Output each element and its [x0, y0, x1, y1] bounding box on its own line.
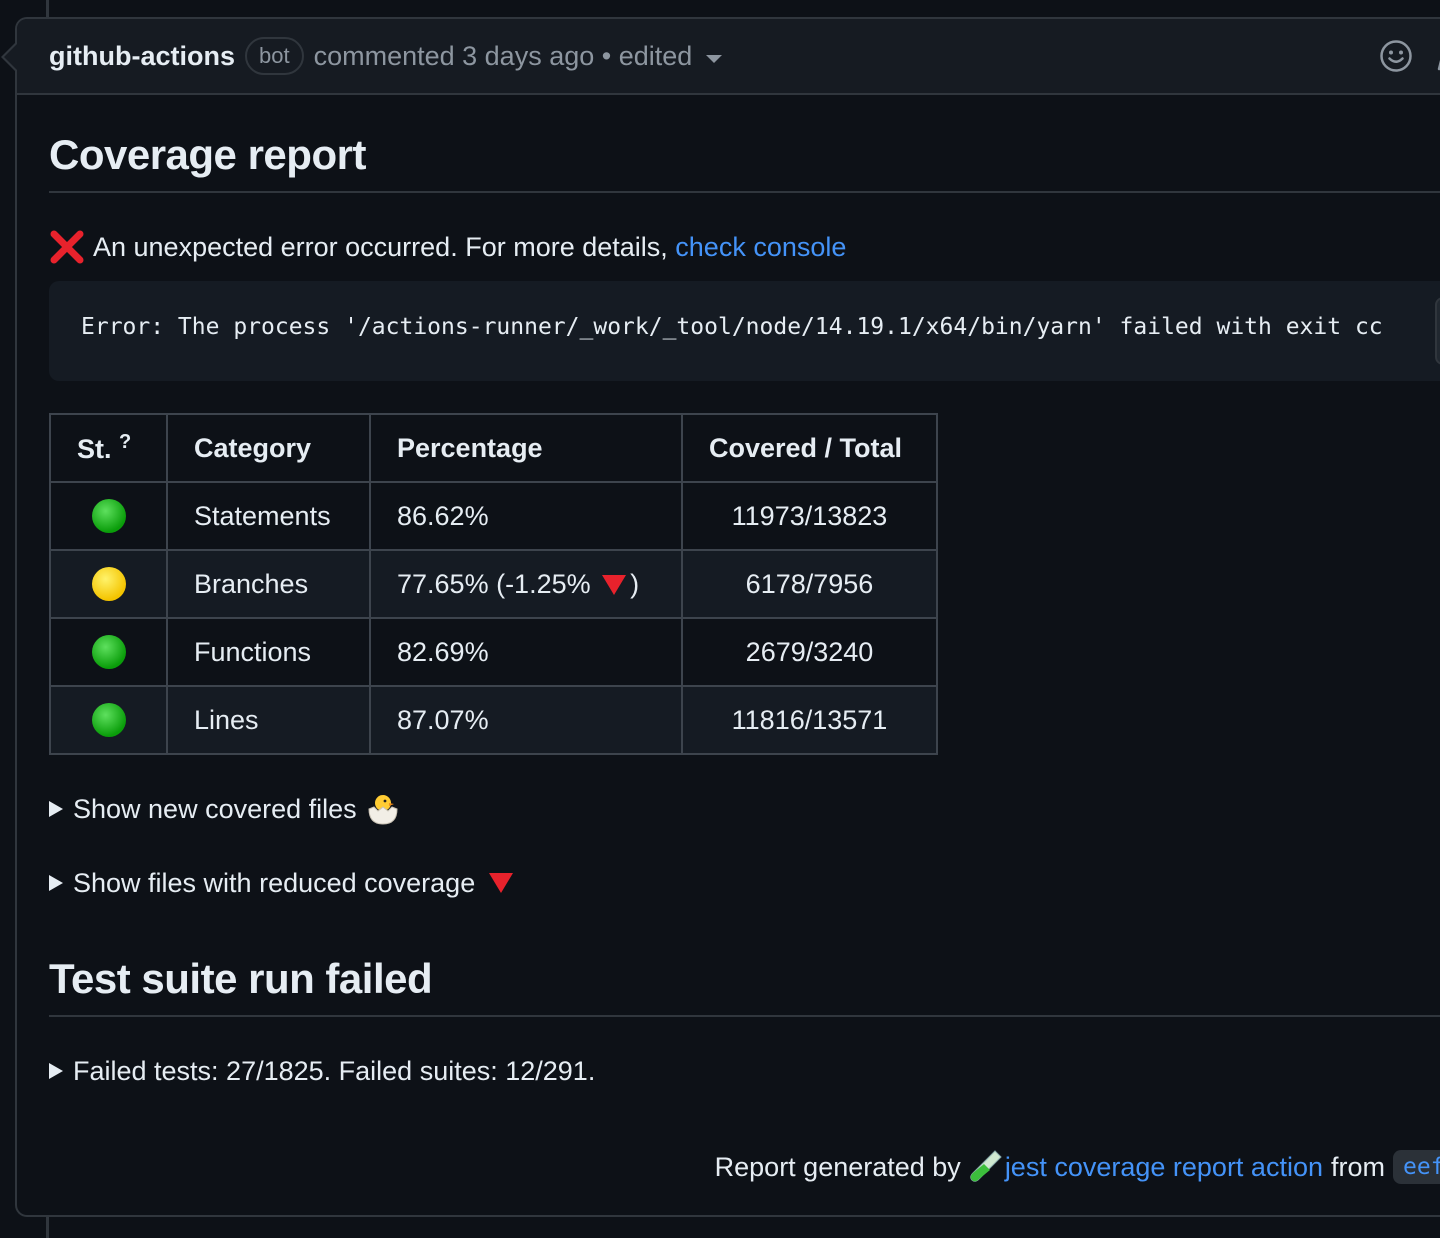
copy-code-button[interactable] [1435, 297, 1440, 365]
percentage-cell: 86.62% [369, 481, 683, 551]
coverage-table: St. ? Category Percentage Covered / Tota… [49, 413, 938, 755]
category-cell: Functions [166, 617, 371, 687]
reduced-coverage-toggle[interactable]: Show files with reduced coverage [49, 863, 1440, 903]
comment-box: github-actions bot commented 3 days ago … [15, 17, 1440, 1217]
covered-cell: 11973/13823 [681, 481, 938, 551]
failed-tests-toggle[interactable]: Failed tests: 27/1825. Failed suites: 12… [49, 1051, 1440, 1091]
percentage-cell: 87.07% [369, 685, 683, 755]
coverage-heading: Coverage report [49, 131, 1440, 193]
disclosure-triangle-icon [49, 1063, 63, 1079]
error-message: An unexpected error occurred. For more d… [49, 229, 1440, 265]
error-text: An unexpected error occurred. For more d… [93, 231, 668, 262]
yellow-circle-icon [91, 567, 126, 601]
red-triangle-down-icon [602, 575, 627, 596]
pencil-icon[interactable] [1433, 39, 1440, 75]
new-covered-files-toggle[interactable]: Show new covered files [49, 789, 1440, 829]
action-link[interactable]: jest coverage report action [1004, 1151, 1323, 1182]
green-circle-icon [91, 703, 126, 737]
category-cell: Statements [166, 481, 371, 551]
table-header-row: St. ? Category Percentage Covered / Tota… [49, 413, 938, 483]
percentage-cell: 77.65% (-1.25% ) [369, 549, 683, 619]
edited-dropdown-icon[interactable] [706, 55, 723, 63]
hatching-chick-icon [368, 795, 398, 825]
table-row: Lines 87.07% 11816/13571 [49, 685, 938, 755]
covered-cell: 6178/7956 [681, 549, 938, 619]
check-console-link[interactable]: check console [675, 231, 847, 262]
category-cell: Branches [166, 549, 371, 619]
comment-meta[interactable]: commented 3 days ago • edited [313, 40, 693, 71]
comment-header: github-actions bot commented 3 days ago … [17, 19, 1440, 95]
test-tube-icon [970, 1150, 1002, 1182]
comment-body: Coverage report An unexpected error occu… [17, 131, 1440, 1091]
report-footer: Report generated by jest coverage report… [715, 1147, 1440, 1187]
green-circle-icon [91, 635, 126, 669]
covered-cell: 2679/3240 [681, 617, 938, 687]
cross-mark-icon [50, 230, 84, 264]
green-circle-icon [91, 499, 126, 533]
smiley-icon[interactable] [1379, 39, 1413, 73]
category-cell: Lines [166, 685, 371, 755]
bot-badge: bot [244, 37, 304, 75]
error-code: Error: The process '/actions-runner/_wor… [81, 314, 1383, 340]
commit-sha[interactable]: eef [1393, 1150, 1440, 1184]
header-category: Category [166, 413, 371, 483]
error-code-block: Error: The process '/actions-runner/_wor… [49, 281, 1440, 381]
header-status: St. ? [49, 413, 168, 483]
table-row: Branches 77.65% (-1.25% ) 6178/7956 [49, 549, 938, 619]
comment-author[interactable]: github-actions [49, 40, 235, 71]
table-row: Functions 82.69% 2679/3240 [49, 617, 938, 687]
disclosure-triangle-icon [49, 875, 63, 891]
disclosure-triangle-icon [49, 801, 63, 817]
covered-cell: 11816/13571 [681, 685, 938, 755]
table-row: Statements 86.62% 11973/13823 [49, 481, 938, 551]
footer-prefix: Report generated by [714, 1151, 961, 1182]
footer-from: from [1331, 1151, 1385, 1182]
percentage-cell: 82.69% [369, 617, 683, 687]
help-mark[interactable]: ? [119, 431, 132, 453]
red-triangle-down-icon [489, 873, 514, 893]
comment-arrow-inner [4, 44, 17, 70]
header-covered: Covered / Total [681, 413, 938, 483]
header-percentage: Percentage [369, 413, 683, 483]
test-suite-heading: Test suite run failed [49, 955, 1440, 1017]
